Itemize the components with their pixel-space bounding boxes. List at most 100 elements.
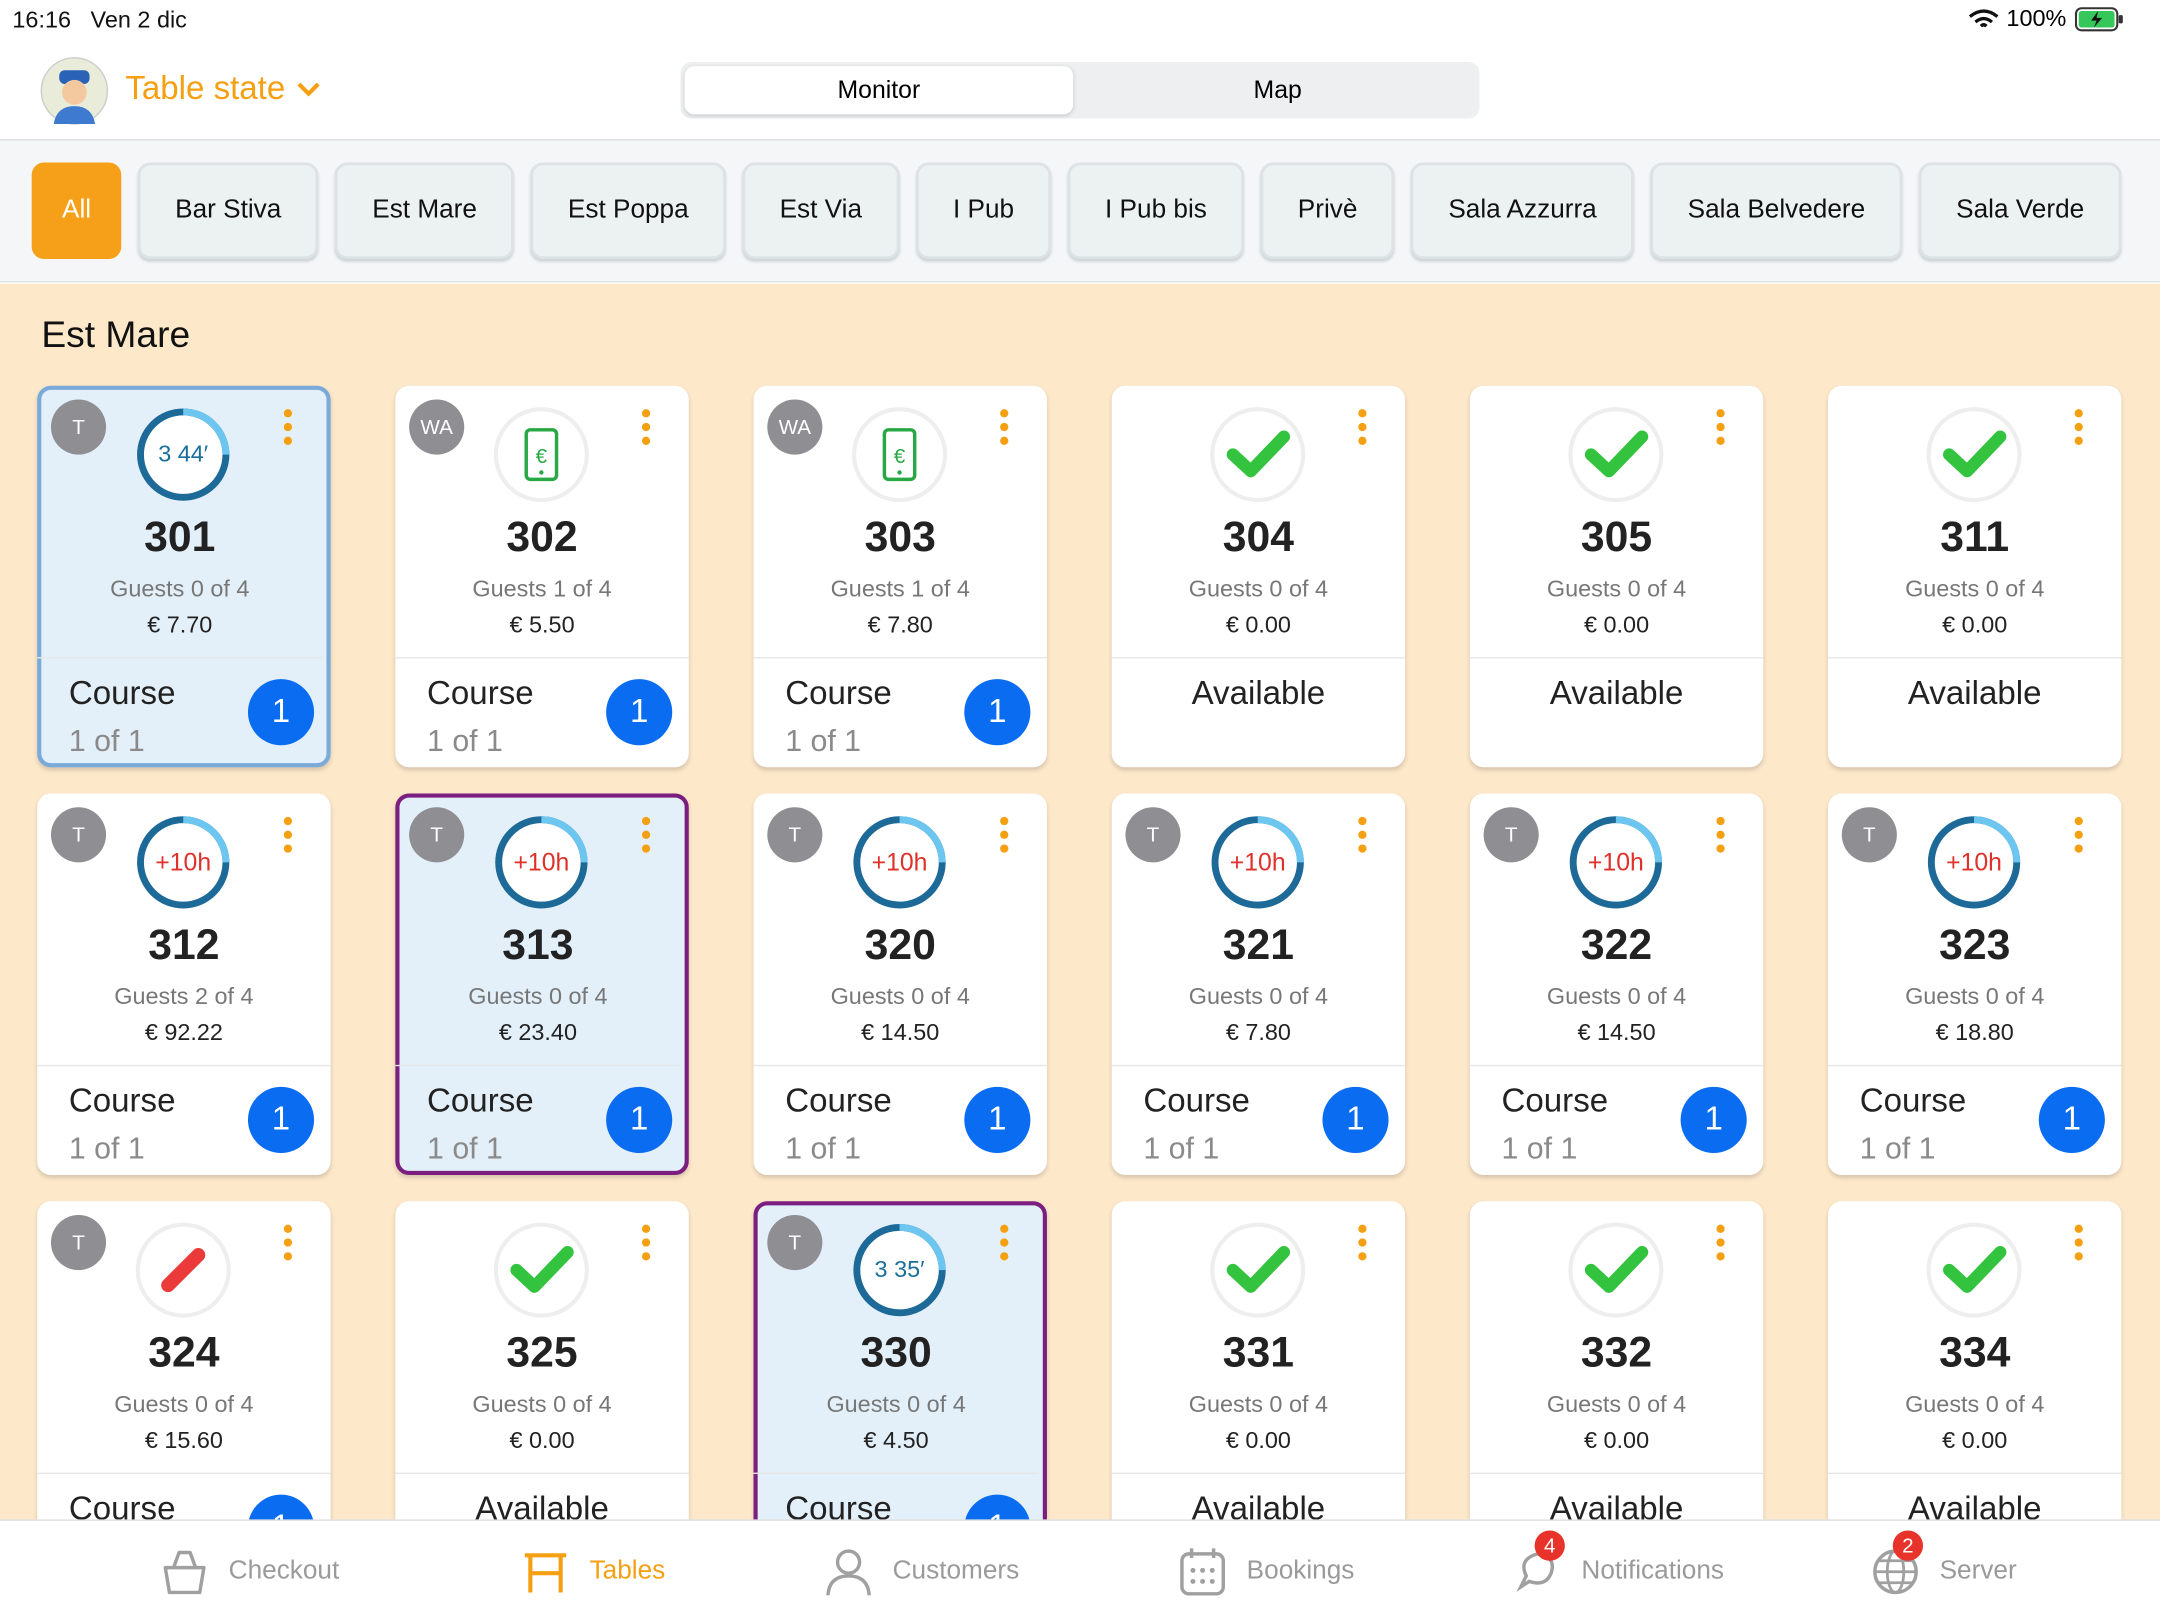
tab-icon xyxy=(826,1548,871,1595)
filter-button[interactable]: Sala Verde xyxy=(1918,162,2122,259)
filter-button[interactable]: All xyxy=(31,162,122,259)
tab-map[interactable]: Map xyxy=(1253,75,1302,104)
svg-text:€: € xyxy=(894,445,906,468)
amount: € 14.50 xyxy=(861,1019,940,1046)
table-number: 332 xyxy=(1580,1327,1653,1377)
timer-text: +10h xyxy=(871,847,928,876)
timer-text: +10h xyxy=(513,847,570,876)
divider xyxy=(1469,1472,1764,1474)
amount: € 14.50 xyxy=(1577,1019,1656,1046)
amount: € 18.80 xyxy=(1935,1019,2014,1046)
more-menu xyxy=(283,816,293,853)
status: Available xyxy=(475,1490,609,1520)
divider xyxy=(1469,1064,1764,1067)
filter-button[interactable]: Sala Azzurra xyxy=(1411,162,1634,259)
filter-button[interactable]: Est Via xyxy=(742,162,900,259)
course-progress: 1 of 1 xyxy=(1859,1130,1936,1166)
more-menu xyxy=(1000,409,1009,445)
avatar[interactable] xyxy=(40,56,109,125)
table-card[interactable]: 304 Guests 0 of 4 € 0.00 Available xyxy=(1111,385,1406,768)
table-number: 334 xyxy=(1939,1327,2011,1377)
status: Course xyxy=(68,675,176,713)
table-card[interactable]: T +10h 321 Guests 0 of 4 € 7.80 Course 1 of 1 1 xyxy=(1111,793,1406,1176)
header: Table state Monitor Map xyxy=(0,0,2160,141)
timer-ring xyxy=(137,816,230,909)
status: Available xyxy=(1191,675,1326,713)
course-count: 1 xyxy=(606,679,673,746)
divider xyxy=(1828,1064,2122,1067)
tab-item[interactable]: Bookings xyxy=(1178,1521,1355,1620)
table-card[interactable]: T 3 35′ 330 Guests 0 of 4 € 4.50 Course 1 xyxy=(753,1201,1047,1520)
timer-ring xyxy=(1211,816,1304,909)
status: Available xyxy=(1549,1490,1684,1520)
available-check xyxy=(1926,1222,2022,1318)
tab-label: Server xyxy=(1939,1555,2017,1585)
filter-button[interactable]: Sala Belvedere xyxy=(1650,162,1903,259)
staff-badge: T xyxy=(50,1215,107,1271)
table-card[interactable]: 305 Guests 0 of 4 € 0.00 Available xyxy=(1469,385,1764,768)
divider xyxy=(395,1472,689,1474)
table-number: 304 xyxy=(1222,512,1295,561)
tab-item[interactable]: Customers xyxy=(824,1521,1019,1620)
table-number: 321 xyxy=(1222,920,1295,969)
filter-button[interactable]: Privè xyxy=(1260,162,1395,259)
more-menu xyxy=(1358,1224,1367,1261)
table-card[interactable]: T 3 44′ 301 Guests 0 of 4 € 7.70 Course 1 of 1… xyxy=(37,385,331,768)
table-card[interactable]: 334 Guests 0 of 4 € 0.00 Available xyxy=(1828,1201,2122,1520)
more-menu xyxy=(283,409,293,445)
table-card[interactable]: 332 Guests 0 of 4 € 0.00 Available xyxy=(1469,1201,1764,1520)
wifi-icon xyxy=(1968,9,1998,28)
guests: Guests 0 of 4 xyxy=(1905,1391,2045,1418)
battery-icon xyxy=(2074,7,2123,32)
divider xyxy=(1111,657,1406,659)
available-check xyxy=(1568,407,1664,503)
divider xyxy=(395,657,689,659)
table-card[interactable]: T +10h 323 Guests 0 of 4 € 18.80 Course 1 of 1… xyxy=(1828,793,2122,1176)
divider xyxy=(1828,657,2122,659)
timer-ring xyxy=(1927,816,2021,909)
timer-text: 3 44′ xyxy=(158,440,209,467)
divider xyxy=(37,1064,331,1067)
table-number: 303 xyxy=(864,512,936,561)
table-card[interactable]: T +10h 320 Guests 0 of 4 € 14.50 Course 1 of 1… xyxy=(753,793,1047,1176)
table-card[interactable]: T +10h 312 Guests 2 of 4 € 92.22 Course 1 of 1… xyxy=(37,793,331,1176)
table-card[interactable]: 311 Guests 0 of 4 € 0.00 Available xyxy=(1828,385,2122,768)
more-menu xyxy=(641,816,651,853)
table-card[interactable]: 331 Guests 0 of 4 € 0.00 Available xyxy=(1111,1201,1406,1520)
more-menu xyxy=(2074,409,2083,445)
filter-button[interactable]: Est Mare xyxy=(335,162,515,259)
filter-button[interactable]: I Pub xyxy=(915,162,1052,259)
guests: Guests 0 of 4 xyxy=(110,575,250,602)
tab-label: Bookings xyxy=(1246,1555,1355,1585)
table-card[interactable]: 325 Guests 0 of 4 € 0.00 Available xyxy=(395,1201,689,1520)
table-card[interactable]: WA €302 Guests 1 of 4 € 5.50 Course 1 of 1 1 xyxy=(395,385,689,768)
staff-badge: T xyxy=(1125,807,1181,863)
tab-item[interactable]: Checkout xyxy=(160,1521,339,1620)
table-number: 323 xyxy=(1939,920,2011,969)
amount: € 0.00 xyxy=(509,1427,575,1454)
table-card[interactable]: T +10h 322 Guests 0 of 4 € 14.50 Course 1 of 1… xyxy=(1469,793,1764,1176)
filter-button[interactable]: Bar Stiva xyxy=(137,162,319,259)
filter-button[interactable]: Est Poppa xyxy=(530,162,726,259)
guests: Guests 0 of 4 xyxy=(830,983,970,1010)
table-card[interactable]: T +10h 313 Guests 0 of 4 € 23.40 Course 1 of 1… xyxy=(395,793,689,1176)
divider xyxy=(395,1064,681,1067)
tab-item[interactable]: Tables xyxy=(521,1521,665,1620)
tab-label: Notifications xyxy=(1581,1555,1725,1585)
staff-badge: T xyxy=(50,399,107,455)
title-dropdown[interactable]: Table state xyxy=(125,70,321,109)
tab-item[interactable]: Notifications 4 xyxy=(1513,1521,1724,1620)
table-card[interactable]: WA €303 Guests 1 of 4 € 7.80 Course 1 of 1 1 xyxy=(753,385,1047,768)
course-count: 1 xyxy=(247,1494,315,1520)
notification-badge: 2 xyxy=(1892,1530,1924,1561)
status: Course xyxy=(1143,1082,1250,1120)
amount: € 7.80 xyxy=(867,611,933,638)
table-card[interactable]: T 324 Guests 0 of 4 € 15.60 Course 1 xyxy=(37,1201,331,1520)
guests: Guests 0 of 4 xyxy=(1546,575,1687,602)
status: Course xyxy=(1859,1082,1967,1120)
course-count: 1 xyxy=(964,1086,1031,1154)
filter-button[interactable]: I Pub bis xyxy=(1067,162,1245,259)
tab-monitor[interactable]: Monitor xyxy=(684,66,1074,115)
tab-item[interactable]: Server 2 xyxy=(1871,1521,2017,1620)
more-menu xyxy=(1000,816,1009,853)
